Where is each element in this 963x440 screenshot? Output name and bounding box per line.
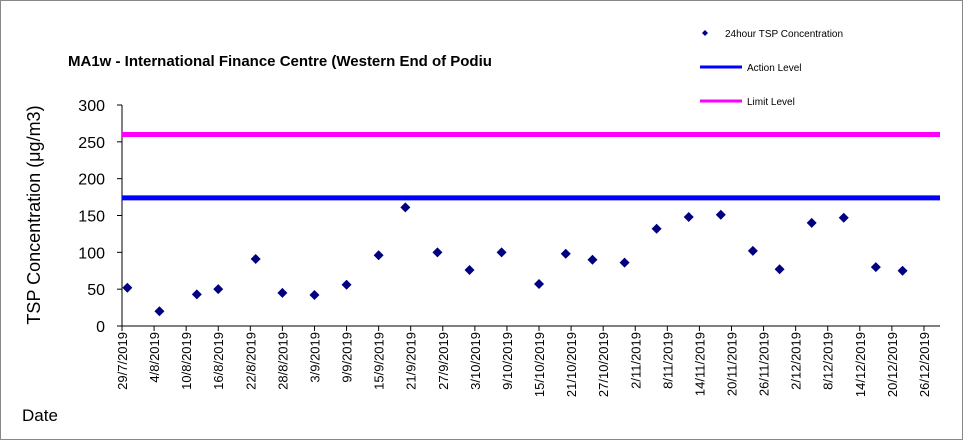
x-tick-label: 9/10/2019 — [500, 332, 515, 390]
data-point — [534, 279, 545, 290]
data-point — [341, 279, 352, 290]
data-point — [213, 284, 224, 295]
data-point — [400, 202, 411, 213]
x-tick-label: 15/10/2019 — [532, 332, 547, 397]
data-point — [651, 223, 662, 234]
data-point — [464, 265, 475, 276]
data-point — [309, 290, 320, 301]
legend-label: Action Level — [747, 63, 801, 74]
x-tick-label: 14/11/2019 — [692, 332, 707, 396]
data-point — [587, 254, 598, 265]
y-tick-label: 300 — [78, 98, 105, 115]
x-tick-label: 10/8/2019 — [179, 332, 194, 390]
x-tick-label: 2/11/2019 — [628, 332, 643, 389]
x-tick-label: 21/9/2019 — [404, 332, 419, 390]
x-tick-label: 28/8/2019 — [275, 332, 290, 390]
x-tick-label: 8/11/2019 — [660, 332, 675, 389]
data-point — [619, 257, 630, 268]
x-tick-label: 16/8/2019 — [211, 332, 226, 390]
legend-marker — [702, 30, 708, 36]
data-point — [715, 209, 726, 220]
x-tick-label: 22/8/2019 — [243, 332, 258, 390]
data-point — [250, 253, 261, 264]
y-tick-label: 0 — [96, 319, 105, 336]
y-axis-title: TSP Concentration (μg/m3) — [24, 105, 44, 324]
x-tick-label: 2/12/2019 — [789, 332, 804, 390]
x-tick-label: 27/9/2019 — [436, 332, 451, 390]
data-point — [373, 250, 384, 261]
data-point — [747, 245, 758, 256]
x-tick-label: 20/11/2019 — [724, 332, 739, 396]
data-point — [277, 287, 288, 298]
x-tick-label: 21/10/2019 — [564, 332, 579, 397]
legend-label: 24hour TSP Concentration — [725, 29, 843, 40]
data-point — [560, 248, 571, 259]
data-point — [683, 211, 694, 222]
y-tick-label: 50 — [87, 282, 105, 299]
x-tick-label: 20/12/2019 — [885, 332, 900, 397]
x-tick-label: 29/7/2019 — [115, 332, 130, 390]
data-point — [154, 306, 165, 317]
chart-title: MA1w - International Finance Centre (Wes… — [68, 53, 492, 70]
x-tick-label: 26/11/2019 — [757, 332, 772, 396]
y-tick-label: 100 — [78, 245, 105, 262]
x-tick-label: 14/12/2019 — [853, 332, 868, 397]
y-tick-label: 200 — [78, 172, 105, 189]
data-point — [432, 247, 443, 258]
data-point — [774, 264, 785, 275]
data-point — [191, 289, 202, 300]
x-tick-label: 15/9/2019 — [372, 332, 387, 390]
y-tick-label: 150 — [78, 209, 105, 226]
x-tick-label: 9/9/2019 — [340, 332, 355, 383]
x-tick-label: 4/8/2019 — [147, 332, 162, 383]
legend-label: Limit Level — [747, 97, 795, 108]
x-tick-label: 3/10/2019 — [468, 332, 483, 390]
data-point — [897, 265, 908, 276]
x-tick-label: 27/10/2019 — [596, 332, 611, 397]
x-tick-label: 3/9/2019 — [307, 332, 322, 383]
data-point — [838, 212, 849, 223]
data-point — [870, 262, 881, 273]
x-tick-label: 26/12/2019 — [917, 332, 932, 397]
data-point — [496, 247, 507, 258]
data-point — [806, 217, 817, 228]
y-tick-label: 250 — [78, 135, 105, 152]
x-axis-title: Date — [22, 406, 58, 425]
x-tick-label: 8/12/2019 — [821, 332, 836, 390]
data-point — [122, 282, 133, 293]
